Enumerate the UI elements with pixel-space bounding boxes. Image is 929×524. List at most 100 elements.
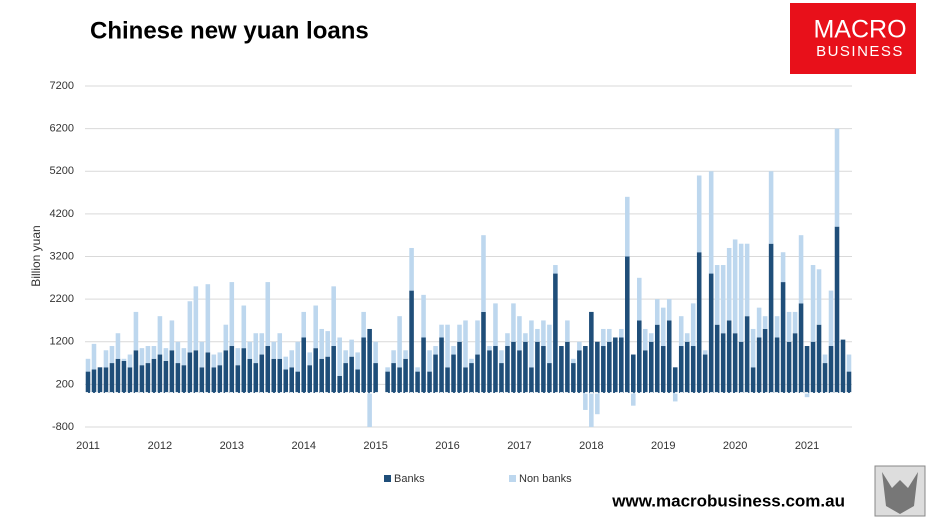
bar-segment	[589, 311, 594, 393]
bar-segment	[798, 303, 804, 393]
bar-segment	[517, 350, 522, 393]
bar-segment	[589, 392, 594, 427]
bar-segment	[511, 303, 516, 342]
bar-segment	[720, 265, 726, 334]
bar-segment	[469, 363, 474, 393]
bar-segment	[631, 354, 636, 393]
bar-segment	[481, 235, 486, 312]
bar-segment	[547, 324, 552, 364]
bar-segment	[529, 367, 534, 393]
bar-segment	[642, 328, 648, 351]
bar-segment	[607, 328, 612, 342]
y-tick-label: 7200	[50, 80, 74, 92]
bar-segment	[696, 175, 702, 253]
bar-segment	[97, 367, 103, 393]
bar-segment	[169, 350, 175, 393]
x-tick-label: 2016	[435, 440, 459, 452]
x-tick-label: 2018	[579, 440, 603, 452]
bar-segment	[253, 333, 259, 364]
bar-segment	[583, 392, 588, 410]
legend-label: Non banks	[519, 473, 572, 485]
bar-segment	[277, 333, 283, 359]
bar-segment	[283, 356, 289, 370]
bar-segment	[714, 324, 720, 393]
bar-segment	[385, 371, 390, 393]
bar-segment	[846, 354, 852, 372]
logo-box	[790, 3, 916, 74]
bar-segment	[786, 341, 792, 393]
bar-segment	[451, 346, 456, 355]
bar-segment	[217, 365, 223, 393]
bar-segment	[391, 350, 396, 364]
bar-segment	[319, 328, 324, 359]
bar-segment	[127, 367, 133, 393]
bar-segment	[181, 348, 187, 366]
bar-segment	[295, 371, 300, 393]
bar-segment	[750, 367, 756, 393]
bar-segment	[505, 333, 510, 347]
bar-segment	[133, 350, 139, 393]
bar-segment	[121, 360, 127, 393]
x-tick-label: 2012	[148, 440, 172, 452]
bar-segment	[637, 320, 642, 393]
bar-segment	[373, 363, 378, 393]
bar-segment	[241, 305, 247, 349]
bar-segment	[822, 354, 828, 364]
bar-segment	[403, 358, 408, 393]
bar-segment	[642, 350, 648, 393]
bar-segment	[535, 328, 540, 342]
chart-title: Chinese new yuan loans	[90, 17, 369, 44]
bar-segment	[85, 358, 91, 372]
bar-segment	[810, 341, 816, 393]
bar-segment	[187, 301, 193, 353]
bar-segment	[774, 316, 780, 338]
bar-segment	[307, 352, 312, 366]
bar-segment	[786, 311, 792, 342]
bar-segment	[672, 367, 678, 393]
y-tick-label: 3200	[50, 250, 74, 262]
bar-segment	[660, 307, 666, 347]
bar-segment	[595, 392, 600, 415]
x-tick-label: 2020	[723, 440, 747, 452]
bar-segment	[319, 358, 324, 393]
bar-segment	[343, 363, 348, 393]
bar-segment	[816, 324, 822, 393]
y-axis-label: Billion yuan	[29, 225, 43, 286]
bar-segment	[553, 265, 558, 274]
bar-segment	[355, 352, 360, 370]
bar-segment	[792, 311, 798, 334]
bar-segment	[301, 337, 306, 393]
bar-segment	[205, 352, 211, 393]
x-tick-label: 2019	[651, 440, 675, 452]
bar-segment	[834, 128, 840, 227]
bar-segment	[678, 346, 684, 393]
bar-segment	[313, 305, 318, 349]
bar-segment	[523, 333, 528, 342]
bar-segment	[259, 333, 265, 355]
bar-segment	[373, 341, 378, 364]
bar-segment	[139, 348, 145, 366]
bar-segment	[145, 346, 151, 364]
bar-segment	[834, 226, 840, 393]
bar-segment	[469, 358, 474, 364]
bar-segment	[397, 316, 402, 368]
bar-segment	[613, 337, 618, 393]
bar-segment	[265, 282, 271, 347]
bar-segment	[199, 341, 205, 368]
bar-segment	[547, 363, 552, 393]
bar-segment	[738, 341, 744, 393]
bar-segment	[151, 358, 157, 393]
bar-segment	[409, 290, 414, 393]
legend-marker	[509, 475, 516, 482]
bar-segment	[235, 365, 241, 393]
bar-segment	[109, 346, 115, 364]
bar-segment	[666, 299, 672, 321]
bar-segment	[271, 341, 277, 359]
bar-segment	[259, 354, 265, 393]
bar-segment	[115, 333, 121, 359]
bar-segment	[199, 367, 205, 393]
bar-segment	[828, 346, 834, 393]
bar-segment	[415, 371, 420, 393]
